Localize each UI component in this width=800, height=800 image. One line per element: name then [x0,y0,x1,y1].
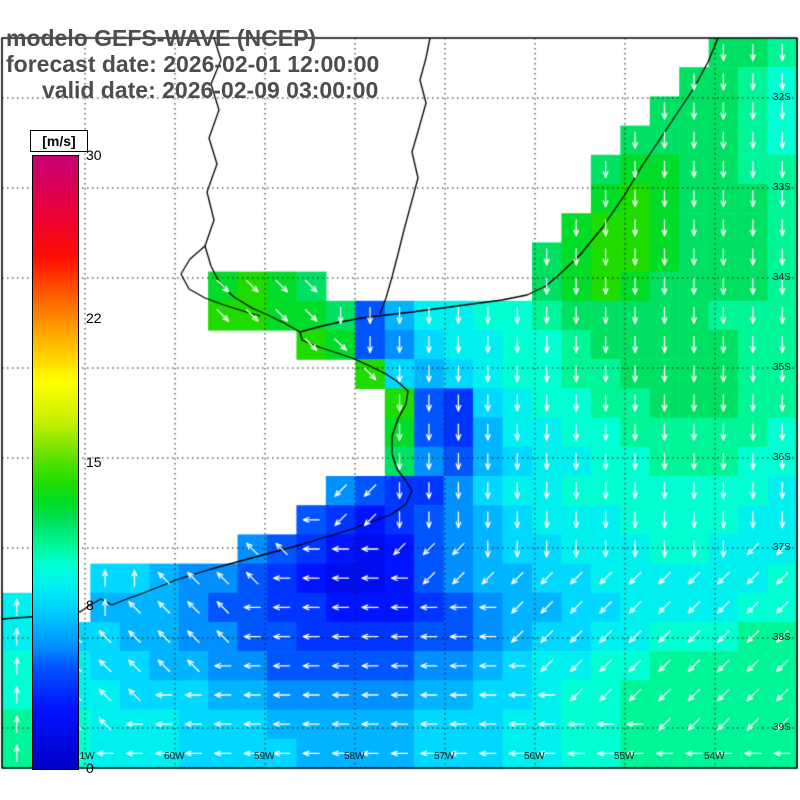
lon-label: 55W [614,751,635,762]
lon-label: 56W [524,751,545,762]
colorbar-unit-label: [m/s] [30,130,88,152]
lon-label: 59W [254,751,275,762]
lat-label: 38S [773,632,791,643]
lat-label: 36S [773,452,791,463]
model-title: modelo GEFS-WAVE (NCEP) [6,25,317,51]
forecast-date-line: forecast date: 2026-02-01 12:00:00 [6,51,380,77]
lon-label: 61W [74,751,95,762]
lat-label: 39S [773,722,791,733]
lat-label: 34S [773,272,791,283]
lat-label: 37S [773,542,791,553]
lat-label: 32S [773,92,791,103]
lon-label: 58W [344,751,365,762]
valid-date-line: valid date: 2026-02-09 03:00:00 [42,77,379,103]
colorbar-tick-label: 22 [86,310,102,327]
map-title-block: modelo GEFS-WAVE (NCEP) forecast date: 2… [6,25,379,103]
lat-label: 35S [773,362,791,373]
colorbar: [m/s] 30 22 15 8 0 [30,130,160,790]
colorbar-gradient [32,155,79,770]
lat-label: 33S [773,182,791,193]
lon-label: 54W [704,751,725,762]
colorbar-tick-label: 15 [86,453,102,470]
lon-label: 57W [434,751,455,762]
lon-label: 60W [164,751,185,762]
colorbar-tick-label: 30 [86,147,102,163]
colorbar-tick-label: 0 [86,760,94,776]
colorbar-tick-label: 8 [86,596,94,613]
